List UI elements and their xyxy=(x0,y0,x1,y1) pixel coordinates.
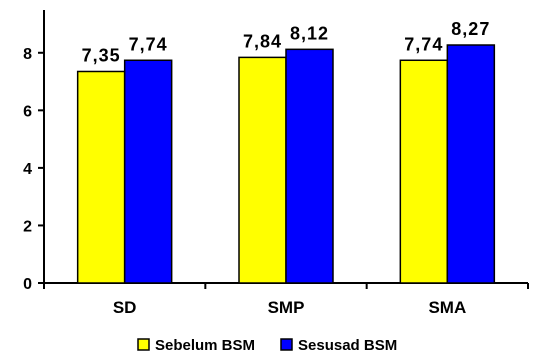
bars xyxy=(76,44,496,284)
data-label: 7,35 xyxy=(82,45,121,65)
bar-sesudah xyxy=(285,48,334,284)
bar-sebelum xyxy=(76,70,126,284)
y-tick-label: 4 xyxy=(23,161,32,178)
data-labels: 7,35 7,74 7,84 8,12 7,74 8,27 xyxy=(82,19,490,65)
legend: Sebelum BSM Sesusad BSM xyxy=(137,337,397,354)
data-label: 7,74 xyxy=(129,34,168,54)
y-tick-label: 6 xyxy=(23,103,32,120)
bar-sesudah xyxy=(123,59,173,284)
legend-swatch xyxy=(137,338,150,351)
legend-swatch xyxy=(280,338,293,351)
data-label: 8,27 xyxy=(451,19,490,39)
y-tick-label: 2 xyxy=(23,218,32,235)
y-tick-label: 0 xyxy=(23,276,32,293)
bar-sesudah xyxy=(446,44,496,284)
data-label: 8,12 xyxy=(290,23,329,43)
x-category-label: SD xyxy=(113,298,137,317)
y-tick-label: 8 xyxy=(23,46,32,63)
bar-sebelum xyxy=(399,59,449,284)
data-label: 7,84 xyxy=(243,31,282,51)
legend-label: Sebelum BSM xyxy=(155,337,255,354)
x-category-label: SMP xyxy=(268,298,305,317)
y-axis: 0 2 4 6 8 xyxy=(23,10,45,293)
bar-sebelum xyxy=(238,56,287,284)
legend-label: Sesusad BSM xyxy=(298,337,397,354)
x-axis: SD SMP SMA xyxy=(43,282,529,317)
x-category-label: SMA xyxy=(428,298,466,317)
data-label: 7,74 xyxy=(404,34,443,54)
